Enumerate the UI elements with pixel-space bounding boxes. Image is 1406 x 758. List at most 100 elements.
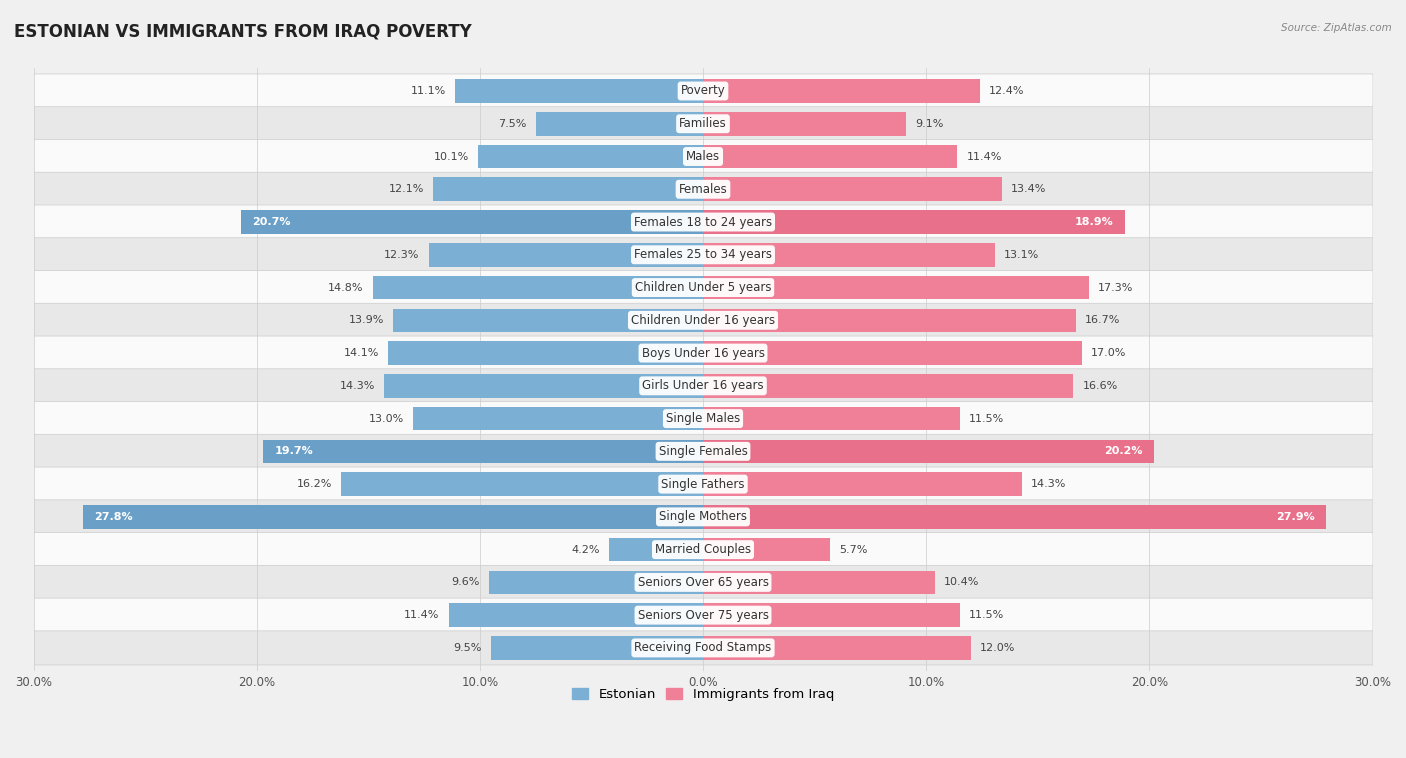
Text: 14.8%: 14.8% <box>328 283 364 293</box>
Text: Poverty: Poverty <box>681 84 725 98</box>
Bar <box>703 243 995 267</box>
Bar <box>456 79 703 103</box>
Text: 14.1%: 14.1% <box>344 348 380 358</box>
Bar <box>413 407 703 431</box>
Bar <box>609 538 703 562</box>
Text: 16.7%: 16.7% <box>1084 315 1121 325</box>
Text: Married Couples: Married Couples <box>655 543 751 556</box>
FancyBboxPatch shape <box>34 303 1372 337</box>
Bar <box>703 636 970 659</box>
Bar <box>703 603 960 627</box>
Text: 10.1%: 10.1% <box>433 152 468 161</box>
Text: 11.4%: 11.4% <box>405 610 440 620</box>
FancyBboxPatch shape <box>34 107 1372 141</box>
Bar <box>449 603 703 627</box>
Bar <box>240 210 703 233</box>
Text: Receiving Food Stamps: Receiving Food Stamps <box>634 641 772 654</box>
Text: 12.3%: 12.3% <box>384 250 419 260</box>
Text: 13.4%: 13.4% <box>1011 184 1046 194</box>
Bar <box>703 440 1154 463</box>
Text: Children Under 5 years: Children Under 5 years <box>634 281 772 294</box>
FancyBboxPatch shape <box>34 434 1372 468</box>
Text: 18.9%: 18.9% <box>1074 217 1114 227</box>
Text: 12.0%: 12.0% <box>980 643 1015 653</box>
Bar <box>703 112 905 136</box>
Bar <box>478 145 703 168</box>
Text: 14.3%: 14.3% <box>340 381 375 391</box>
Text: 20.7%: 20.7% <box>252 217 291 227</box>
Text: Seniors Over 75 years: Seniors Over 75 years <box>637 609 769 622</box>
Text: 13.9%: 13.9% <box>349 315 384 325</box>
Text: Source: ZipAtlas.com: Source: ZipAtlas.com <box>1281 23 1392 33</box>
Text: Children Under 16 years: Children Under 16 years <box>631 314 775 327</box>
Text: Single Females: Single Females <box>658 445 748 458</box>
FancyBboxPatch shape <box>34 74 1372 108</box>
Bar <box>703 571 935 594</box>
Text: Girls Under 16 years: Girls Under 16 years <box>643 379 763 393</box>
Bar <box>703 374 1073 398</box>
Text: 11.1%: 11.1% <box>411 86 446 96</box>
Bar <box>703 407 960 431</box>
Text: 9.1%: 9.1% <box>915 119 943 129</box>
Text: 27.8%: 27.8% <box>94 512 132 522</box>
Bar <box>429 243 703 267</box>
Bar <box>703 177 1002 201</box>
Bar <box>703 505 1326 528</box>
Legend: Estonian, Immigrants from Iraq: Estonian, Immigrants from Iraq <box>567 683 839 706</box>
Bar <box>703 79 980 103</box>
FancyBboxPatch shape <box>34 172 1372 206</box>
FancyBboxPatch shape <box>34 336 1372 370</box>
Text: 11.5%: 11.5% <box>969 414 1004 424</box>
FancyBboxPatch shape <box>34 533 1372 567</box>
Text: 7.5%: 7.5% <box>498 119 527 129</box>
Bar <box>703 472 1022 496</box>
FancyBboxPatch shape <box>34 565 1372 600</box>
Text: Females 25 to 34 years: Females 25 to 34 years <box>634 249 772 262</box>
Bar <box>536 112 703 136</box>
Bar <box>433 177 703 201</box>
FancyBboxPatch shape <box>34 238 1372 272</box>
Bar <box>384 374 703 398</box>
Bar <box>703 276 1090 299</box>
Text: 16.6%: 16.6% <box>1083 381 1118 391</box>
Bar <box>703 309 1076 332</box>
Text: 17.0%: 17.0% <box>1091 348 1126 358</box>
Bar <box>703 210 1125 233</box>
FancyBboxPatch shape <box>34 205 1372 239</box>
Text: Families: Families <box>679 117 727 130</box>
Bar <box>491 636 703 659</box>
Text: 9.6%: 9.6% <box>451 578 479 587</box>
Text: 20.2%: 20.2% <box>1104 446 1143 456</box>
Bar <box>703 341 1083 365</box>
Bar <box>489 571 703 594</box>
Text: Single Mothers: Single Mothers <box>659 510 747 523</box>
Text: 9.5%: 9.5% <box>454 643 482 653</box>
Text: Boys Under 16 years: Boys Under 16 years <box>641 346 765 359</box>
Bar <box>392 309 703 332</box>
FancyBboxPatch shape <box>34 369 1372 402</box>
Text: Single Fathers: Single Fathers <box>661 478 745 490</box>
Text: Males: Males <box>686 150 720 163</box>
Text: 10.4%: 10.4% <box>943 578 980 587</box>
Text: 12.4%: 12.4% <box>988 86 1024 96</box>
Bar <box>83 505 703 528</box>
Bar <box>263 440 703 463</box>
FancyBboxPatch shape <box>34 402 1372 436</box>
Bar <box>342 472 703 496</box>
Bar <box>388 341 703 365</box>
Text: Females: Females <box>679 183 727 196</box>
FancyBboxPatch shape <box>34 139 1372 174</box>
Text: 4.2%: 4.2% <box>572 545 600 555</box>
Text: 12.1%: 12.1% <box>388 184 425 194</box>
FancyBboxPatch shape <box>34 598 1372 632</box>
Bar <box>703 145 957 168</box>
FancyBboxPatch shape <box>34 271 1372 305</box>
Bar <box>373 276 703 299</box>
Text: 13.1%: 13.1% <box>1004 250 1039 260</box>
Text: 27.9%: 27.9% <box>1275 512 1315 522</box>
Text: 11.5%: 11.5% <box>969 610 1004 620</box>
Text: 5.7%: 5.7% <box>839 545 868 555</box>
Text: Single Males: Single Males <box>666 412 740 425</box>
Text: 16.2%: 16.2% <box>297 479 333 489</box>
Text: 13.0%: 13.0% <box>368 414 404 424</box>
